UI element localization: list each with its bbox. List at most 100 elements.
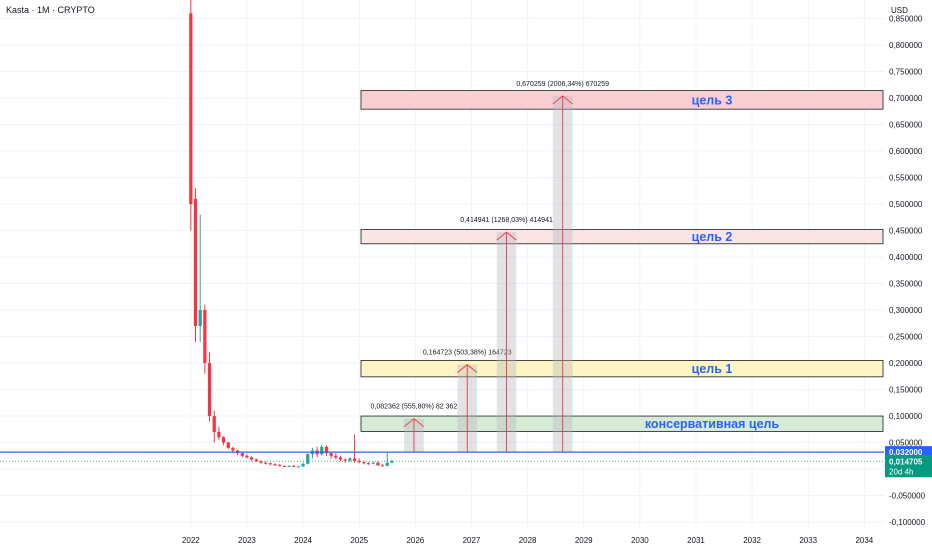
time-tick-label-3: 2025 bbox=[350, 536, 368, 545]
candle-body-20 bbox=[282, 465, 287, 467]
price-tick-label-15: 0,100000 bbox=[889, 412, 923, 421]
candle-body-35 bbox=[352, 458, 357, 462]
price-tick-label-2: 0,750000 bbox=[889, 68, 923, 77]
price-tick-label-11: 0,300000 bbox=[889, 306, 923, 315]
measure-label-1: 0,164723 (503,38%) 164723 bbox=[423, 350, 512, 357]
measure-label-0: 0,082362 (555,80%) 82 362 bbox=[371, 404, 458, 411]
price-tick-label-3: 0,700000 bbox=[889, 94, 923, 103]
candle-body-43 bbox=[390, 461, 394, 463]
measure-label-3: 0,670259 (2006,34%) 670259 bbox=[516, 81, 609, 88]
time-tick-label-2: 2024 bbox=[294, 536, 312, 545]
candle-body-24 bbox=[301, 463, 305, 467]
candle-body-15 bbox=[259, 461, 263, 463]
price-tick-label-10: 0,350000 bbox=[889, 280, 923, 289]
price-tick-label-12: 0,250000 bbox=[889, 333, 923, 342]
price-tick-label-9: 0,400000 bbox=[889, 253, 923, 262]
candle-body-17 bbox=[268, 463, 272, 465]
time-tick-label-8: 2030 bbox=[631, 536, 649, 545]
candle-body-33 bbox=[343, 459, 347, 461]
candle-body-8 bbox=[226, 442, 230, 448]
candle-body-23 bbox=[296, 466, 301, 468]
grid-lines bbox=[0, 0, 884, 530]
target-label-3: цель 3 bbox=[692, 93, 733, 107]
candle-body-22 bbox=[292, 465, 296, 467]
time-axis[interactable]: 2022 2023 2024 2025 2026 2027 2028 2029 2030 2031… bbox=[182, 536, 874, 545]
level-price-badge bbox=[885, 446, 932, 459]
currency-label[interactable]: USD bbox=[891, 6, 908, 15]
price-tick-label-1: 0,800000 bbox=[889, 41, 923, 50]
time-tick-label-1: 2023 bbox=[238, 536, 256, 545]
candle-body-6 bbox=[217, 431, 221, 438]
price-tick-label-8: 0,450000 bbox=[889, 227, 923, 236]
measure-arrowhead-0 bbox=[403, 418, 425, 428]
candle-body-34 bbox=[348, 458, 352, 461]
candle-body-37 bbox=[362, 462, 366, 464]
candle-body-11 bbox=[240, 453, 244, 456]
candle-body-40 bbox=[376, 462, 380, 466]
candle-body-3 bbox=[203, 310, 207, 364]
candle-body-5 bbox=[212, 416, 216, 432]
candle-body-21 bbox=[287, 465, 291, 467]
measure-arrowhead-2 bbox=[496, 231, 517, 241]
current-price-badge-text: 0,014705 bbox=[889, 457, 923, 466]
countdown-badge-text: 20d 4h bbox=[889, 467, 913, 476]
target-label-0: консервативная цель bbox=[645, 417, 780, 431]
candle-body-38 bbox=[366, 463, 371, 465]
time-tick-label-9: 2031 bbox=[687, 536, 705, 545]
price-tick-label-19: -0,100000 bbox=[889, 518, 926, 527]
candle-body-13 bbox=[249, 457, 254, 460]
measure-arrowhead-3 bbox=[552, 95, 573, 105]
candle-body-29 bbox=[324, 446, 329, 454]
target-zone-0 bbox=[360, 415, 884, 432]
time-tick-label-7: 2029 bbox=[575, 536, 593, 545]
price-tick-label-7: 0,500000 bbox=[889, 200, 923, 209]
candle-body-39 bbox=[371, 462, 375, 464]
symbol-title[interactable]: Kasta · 1M · CRYPTO bbox=[6, 5, 95, 15]
price-tick-label-0: 0,850000 bbox=[889, 15, 923, 24]
candle-body-19 bbox=[278, 464, 282, 466]
candle-body-2 bbox=[198, 310, 202, 326]
time-tick-label-10: 2032 bbox=[743, 536, 761, 545]
measure-tools: 0,082362 (555,80%) 82 362 0,164723 (503,3… bbox=[371, 81, 609, 453]
target-label-2: цель 2 bbox=[692, 230, 733, 244]
target-zone-3 bbox=[360, 90, 884, 110]
time-tick-label-12: 2034 bbox=[855, 536, 873, 545]
price-tick-label-16: 0,050000 bbox=[889, 439, 923, 448]
candlestick-series bbox=[189, 0, 394, 468]
price-tick-label-4: 0,650000 bbox=[889, 121, 923, 130]
time-tick-label-4: 2026 bbox=[406, 536, 424, 545]
time-tick-label-5: 2027 bbox=[463, 536, 481, 545]
target-zone-1 bbox=[360, 359, 884, 378]
horizontal-lines bbox=[0, 451, 884, 462]
price-tick-label-6: 0,550000 bbox=[889, 174, 923, 183]
price-tick-label-5: 0,600000 bbox=[889, 147, 923, 156]
candle-body-32 bbox=[338, 457, 343, 460]
candle-body-1 bbox=[193, 198, 198, 326]
candle-body-16 bbox=[264, 462, 268, 464]
target-zones: консервативная цель цель 1 цель 2 цель 3 bbox=[360, 90, 884, 432]
measure-arrowhead-1 bbox=[457, 364, 478, 373]
candle-body-9 bbox=[231, 447, 235, 451]
price-tick-label-14: 0,150000 bbox=[889, 386, 923, 395]
price-axis[interactable]: 0,850000 0,800000 0,750000 0,700000 0,650000… bbox=[889, 15, 926, 528]
measure-label-2: 0,414941 (1268,03%) 414941 bbox=[460, 217, 553, 224]
price-tick-label-18: -0,050000 bbox=[889, 492, 926, 501]
candle-body-30 bbox=[329, 453, 333, 456]
price-tick-label-13: 0,200000 bbox=[889, 359, 923, 368]
level-price-badge-text: 0,032000 bbox=[889, 448, 923, 457]
candle-body-18 bbox=[273, 464, 277, 466]
time-tick-label-6: 2028 bbox=[519, 536, 537, 545]
target-label-1: цель 1 bbox=[692, 362, 733, 376]
candle-body-4 bbox=[207, 363, 212, 417]
candle-body-12 bbox=[245, 455, 249, 458]
candle-body-14 bbox=[254, 459, 258, 462]
time-tick-label-0: 2022 bbox=[182, 536, 200, 545]
candle-body-0 bbox=[189, 13, 193, 205]
current-price-badge bbox=[885, 455, 932, 478]
candle-body-41 bbox=[380, 465, 385, 467]
target-zone-2 bbox=[360, 229, 884, 245]
time-tick-label-11: 2033 bbox=[799, 536, 817, 545]
candle-body-25 bbox=[306, 454, 310, 464]
